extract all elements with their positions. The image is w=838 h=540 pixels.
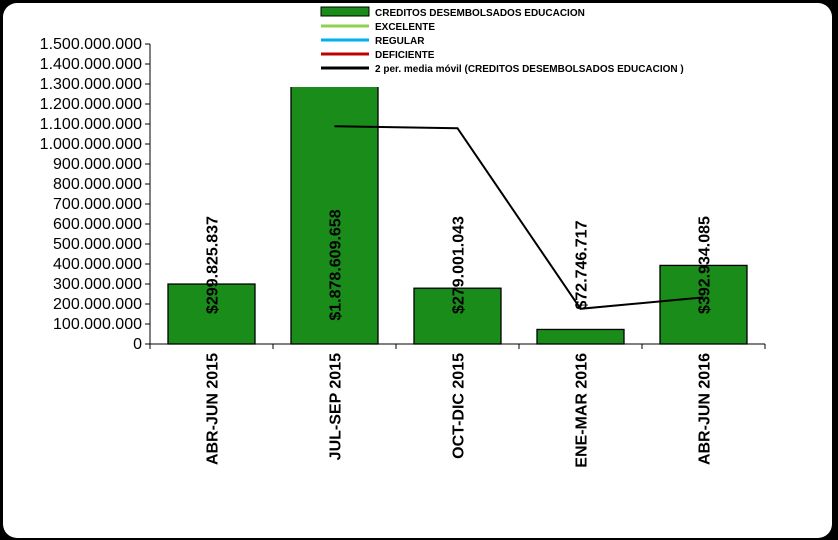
y-tick-label: 1.500.000.000 [40,36,142,53]
y-tick-label: 600.000.000 [53,216,142,233]
category-label: ABR-JUN 2015 [205,353,222,465]
data-label: $1.878.609.658 [328,209,345,320]
bar [413,287,502,345]
y-tick-label: 1.300.000.000 [40,76,142,93]
bar [536,328,625,345]
moving-average-line [334,125,704,310]
y-tick-label: 1.200.000.000 [40,96,142,113]
legend-entry: REGULAR [375,36,425,47]
data-label: $279.001.043 [451,216,468,314]
category-label: ABR-JUN 2016 [697,353,714,465]
data-label: $392.934.085 [697,216,714,314]
legend-swatch-bar [320,6,370,17]
category-label: OCT-DIC 2015 [451,353,468,459]
y-tick-label: 200.000.000 [53,296,142,313]
y-tick-label: 700.000.000 [53,196,142,213]
category-label: ENE-MAR 2016 [574,353,591,468]
bar [290,87,379,345]
legend-entry: DEFICIENTE [375,50,435,61]
data-label: $72.746.717 [574,220,591,309]
chart: 0 100.000.000 200.000.000 300.000.000 400.00… [40,6,766,468]
chart-frame: 0 100.000.000 200.000.000 300.000.000 400.00… [3,3,832,538]
legend-entry: CREDITOS DESEMBOLSADOS EDUCACION [375,8,585,19]
y-tick-label: 1.000.000.000 [40,136,142,153]
y-tick-label: 800.000.000 [53,176,142,193]
legend-entry: EXCELENTE [375,22,435,33]
y-tick-label: 400.000.000 [53,256,142,273]
y-tick-label: 500.000.000 [53,236,142,253]
data-label: $299.825.837 [205,216,222,314]
y-tick-label: 300.000.000 [53,276,142,293]
y-tick-label: 1.400.000.000 [40,56,142,73]
y-tick-label: 0 [133,336,142,353]
y-tick-label: 1.100.000.000 [40,116,142,133]
category-label: JUL-SEP 2015 [328,353,345,460]
bar [659,264,748,345]
y-tick-label: 100.000.000 [53,316,142,333]
y-tick-label: 900.000.000 [53,156,142,173]
legend-entry: 2 per. media móvil (CREDITOS DESEMBOLSAD… [375,64,684,75]
